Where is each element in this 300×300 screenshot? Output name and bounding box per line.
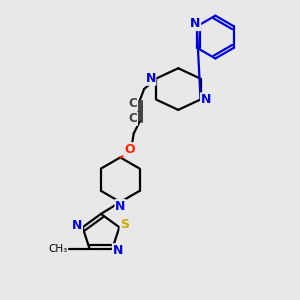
Text: S: S xyxy=(120,218,129,231)
Text: C: C xyxy=(129,98,137,110)
Text: N: N xyxy=(190,17,201,31)
Text: N: N xyxy=(112,244,123,257)
Text: N: N xyxy=(115,200,125,213)
Text: N: N xyxy=(72,219,83,232)
Text: CH₃: CH₃ xyxy=(48,244,67,254)
Text: C: C xyxy=(129,112,137,125)
Text: N: N xyxy=(146,72,156,85)
Text: O: O xyxy=(124,143,134,156)
Text: O: O xyxy=(124,143,134,156)
Text: N: N xyxy=(201,93,211,106)
